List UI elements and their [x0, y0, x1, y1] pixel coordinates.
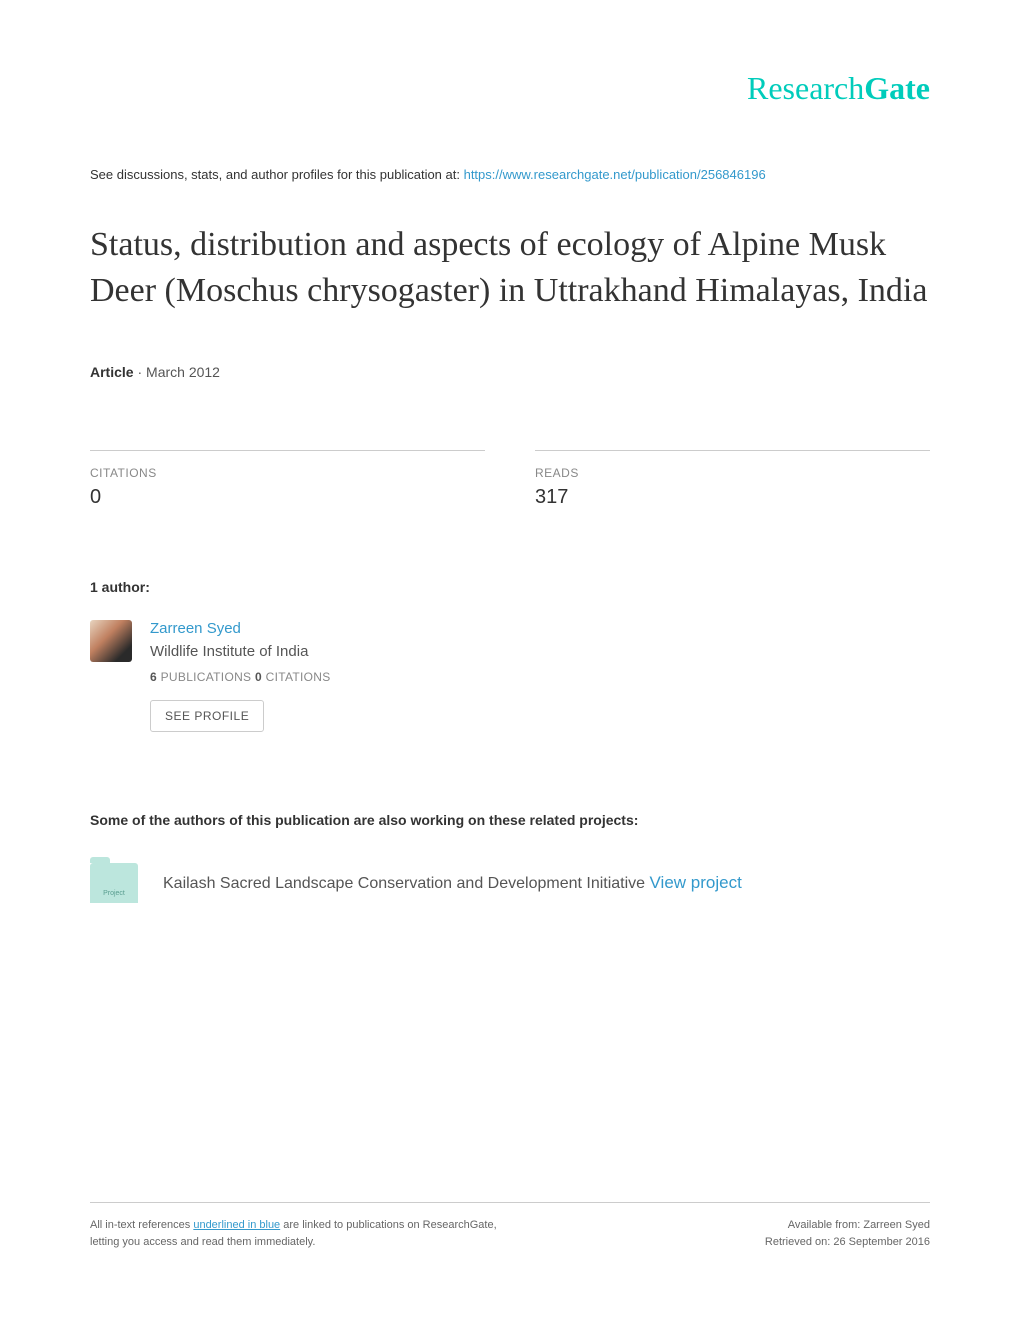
publication-link[interactable]: https://www.researchgate.net/publication… [464, 167, 766, 182]
project-title: Kailash Sacred Landscape Conservation an… [163, 875, 650, 892]
reads-value: 317 [535, 486, 930, 509]
reads-label: READS [535, 466, 930, 480]
meta-type: Article [90, 364, 134, 380]
related-projects-heading: Some of the authors of this publication … [90, 812, 930, 828]
footer-right-1: Available from: Zarreen Syed [788, 1219, 930, 1231]
project-icon-label: Project [103, 890, 125, 897]
footer-right: Available from: Zarreen Syed Retrieved o… [765, 1217, 930, 1250]
project-folder-icon: Project [90, 863, 138, 903]
intro-line: See discussions, stats, and author profi… [90, 167, 930, 182]
citations-block: CITATIONS 0 [90, 450, 485, 509]
footer-left: All in-text references underlined in blu… [90, 1217, 497, 1250]
authors-heading: 1 author: [90, 579, 930, 595]
stats-row: CITATIONS 0 READS 317 [90, 450, 930, 509]
logo-part2: Gate [864, 70, 930, 106]
citations-label: CITATIONS [90, 466, 485, 480]
view-project-link[interactable]: View project [650, 873, 742, 892]
footer-left-2: underlined in blue [193, 1219, 280, 1231]
meta-date: March 2012 [146, 364, 220, 380]
footer-left-4: letting you access and read them immedia… [90, 1236, 315, 1248]
author-affiliation: Wildlife Institute of India [150, 643, 331, 660]
publication-meta: Article · March 2012 [90, 364, 930, 380]
author-info: Zarreen Syed Wildlife Institute of India… [150, 620, 331, 732]
logo-part1: Research [747, 70, 864, 106]
author-stats: 6 PUBLICATIONS 0 CITATIONS [150, 670, 331, 684]
intro-text: See discussions, stats, and author profi… [90, 167, 464, 182]
reads-block: READS 317 [535, 450, 930, 509]
footer-right-2: Retrieved on: 26 September 2016 [765, 1236, 930, 1248]
publications-count: 6 [150, 670, 157, 684]
author-citations-count: 0 [255, 670, 262, 684]
meta-separator: · [134, 364, 146, 380]
author-citations-label: CITATIONS [262, 670, 331, 684]
footer-left-1: All in-text references [90, 1219, 193, 1231]
citations-value: 0 [90, 486, 485, 509]
author-name-link[interactable]: Zarreen Syed [150, 620, 331, 637]
project-text: Kailash Sacred Landscape Conservation an… [163, 873, 742, 893]
publication-title: Status, distribution and aspects of ecol… [90, 222, 930, 314]
footer: All in-text references underlined in blu… [90, 1202, 930, 1250]
footer-left-3: are linked to publications on ResearchGa… [280, 1219, 496, 1231]
see-profile-button[interactable]: SEE PROFILE [150, 700, 264, 732]
author-card: Zarreen Syed Wildlife Institute of India… [90, 620, 930, 732]
publications-label: PUBLICATIONS [157, 670, 255, 684]
project-row: Project Kailash Sacred Landscape Conserv… [90, 863, 930, 903]
author-avatar[interactable] [90, 620, 132, 662]
researchgate-logo: ResearchGate [90, 70, 930, 107]
